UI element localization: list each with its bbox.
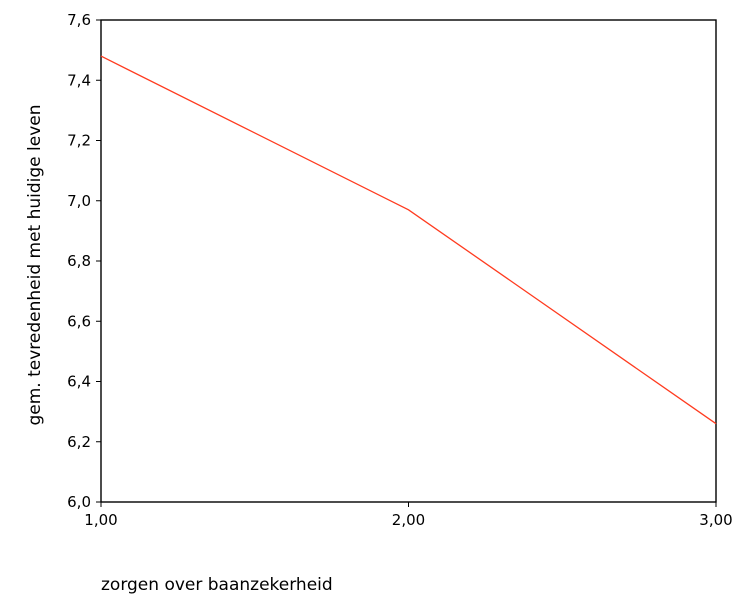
x-axis-title: zorgen over baanzekerheid <box>101 575 333 595</box>
y-tick-label: 6,4 <box>67 373 91 391</box>
y-axis-title: gem. tevredenheid met huidige leven <box>25 104 45 425</box>
y-tick-label: 6,6 <box>67 312 91 330</box>
x-tick-label: 2,00 <box>392 511 425 529</box>
y-tick-label: 6,0 <box>67 493 91 511</box>
y-tick-label: 6,8 <box>67 252 91 270</box>
series-line <box>100 55 717 425</box>
y-tick-label: 7,4 <box>67 71 91 89</box>
x-tick-label: 1,00 <box>84 511 117 529</box>
y-tick-label: 7,6 <box>67 11 91 29</box>
x-axis-ticks: 1,00 2,00 3,00 <box>84 502 733 529</box>
x-tick-label: 3,00 <box>699 511 732 529</box>
series-layer <box>100 55 717 425</box>
y-axis-ticks: 6,0 6,2 6,4 6,6 6,8 7,0 7,2 7,4 7,6 <box>67 11 101 511</box>
plot-area-frame <box>100 19 717 503</box>
y-tick-label: 6,2 <box>67 433 91 451</box>
y-tick-label: 7,2 <box>67 132 91 150</box>
y-tick-label: 7,0 <box>67 192 91 210</box>
